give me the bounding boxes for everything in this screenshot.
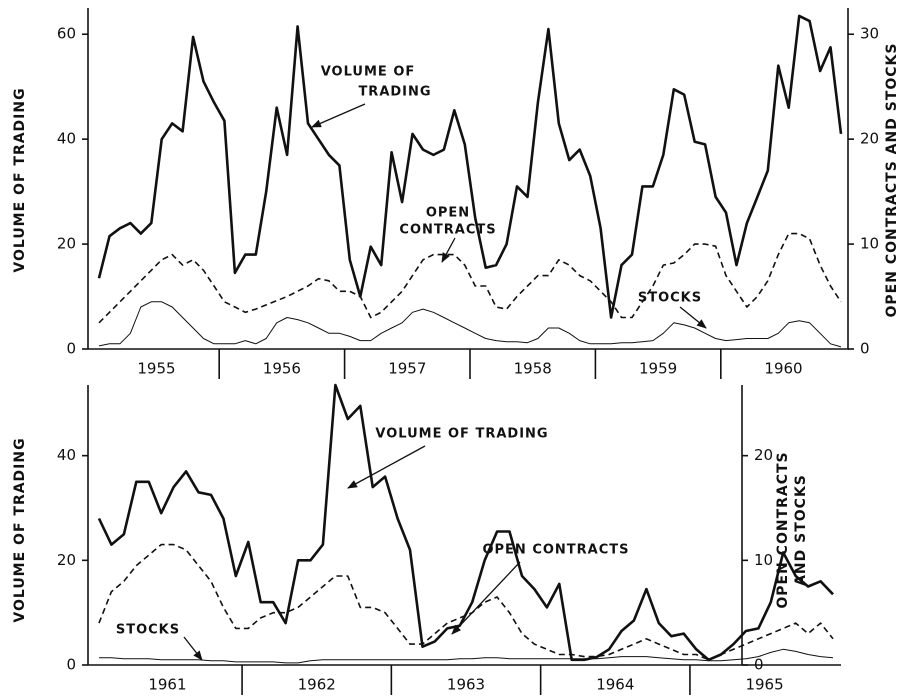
- y2-axis-title: OPEN CONTRACTS: [775, 451, 791, 608]
- series-line: [98, 232, 842, 324]
- y2-tick-label: 0: [754, 656, 764, 674]
- annotation: OPEN CONTRACTS: [482, 543, 629, 558]
- x-tick-label: 1958: [514, 360, 552, 378]
- x-tick-label: 1962: [298, 676, 336, 694]
- annotation-arrow: [679, 306, 707, 329]
- y-tick-label: 60: [57, 25, 76, 43]
- x-tick-label: 1957: [388, 360, 426, 378]
- y-axis-title: VOLUME OF TRADING: [12, 437, 28, 622]
- y-axis-title: VOLUME OF TRADING: [12, 87, 28, 272]
- x-tick-label: 1965: [745, 676, 783, 694]
- y2-tick-label: 10: [860, 235, 879, 253]
- series-line: [98, 301, 842, 348]
- annotation: OPEN: [426, 206, 470, 221]
- annotation-arrow: [311, 103, 366, 128]
- annotation: VOLUME OF: [321, 65, 416, 80]
- x-tick-label: 1963: [447, 676, 485, 694]
- y-tick-label: 20: [57, 235, 76, 253]
- annotation: VOLUME OF TRADING: [375, 427, 548, 442]
- series-line: [97, 383, 834, 662]
- annotation-arrow: [183, 636, 203, 661]
- y2-tick-label: 0: [860, 340, 870, 358]
- y-tick-label: 0: [66, 656, 76, 674]
- y2-tick-label: 20: [754, 446, 773, 464]
- x-tick-label: 1956: [263, 360, 301, 378]
- annotation: STOCKS: [638, 291, 702, 306]
- y2-tick-label: 10: [754, 551, 773, 569]
- y-tick-label: 40: [57, 130, 76, 148]
- annotation-arrow: [441, 237, 456, 263]
- y-tick-label: 40: [57, 446, 76, 464]
- y-tick-label: 0: [66, 340, 76, 358]
- y2-tick-label: 20: [860, 130, 879, 148]
- x-tick-label: 1961: [148, 676, 186, 694]
- x-tick-label: 1959: [639, 360, 677, 378]
- annotation: CONTRACTS: [399, 223, 496, 238]
- y2-tick-label: 30: [860, 25, 879, 43]
- x-tick-label: 1960: [764, 360, 802, 378]
- annotation: STOCKS: [116, 623, 180, 638]
- annotation-arrow: [451, 561, 521, 635]
- series-line: [99, 648, 834, 664]
- x-tick-label: 1955: [137, 360, 175, 378]
- y2-axis-title: AND STOCKS: [793, 474, 809, 586]
- y2-axis-title: OPEN CONTRACTS AND STOCKS: [884, 43, 900, 318]
- y-tick-label: 20: [57, 551, 76, 569]
- annotation-arrow: [347, 445, 426, 489]
- annotation: TRADING: [358, 85, 431, 100]
- series-line: [97, 14, 843, 319]
- x-tick-label: 1964: [596, 676, 634, 694]
- series-line: [98, 543, 834, 661]
